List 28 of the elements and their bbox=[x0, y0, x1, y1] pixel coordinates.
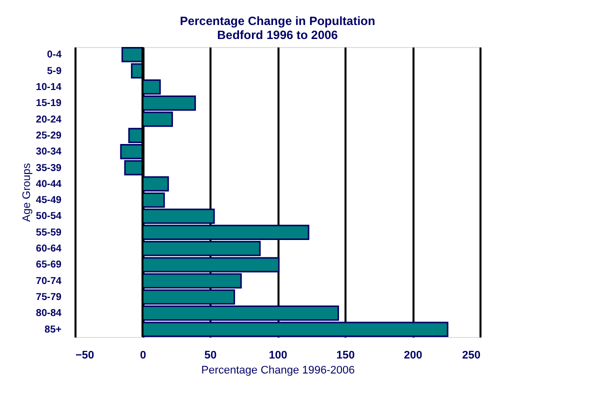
y-tick-label: 65-69 bbox=[36, 260, 62, 271]
y-tick-label: 55-59 bbox=[36, 227, 62, 238]
y-tick-label: 60-64 bbox=[36, 244, 62, 255]
y-tick-label: 75-79 bbox=[36, 292, 62, 304]
x-tick-label: 150 bbox=[336, 350, 355, 362]
y-tick-label: 35-39 bbox=[36, 162, 62, 174]
y-tick-label: 45-49 bbox=[36, 195, 62, 206]
y-tick-label: 85+ bbox=[44, 324, 62, 336]
x-tick-label: 50 bbox=[204, 350, 217, 362]
x-tick-label: −50 bbox=[76, 350, 94, 362]
y-tick-label: 50-54 bbox=[36, 211, 62, 222]
y-tick-label: 0-4 bbox=[47, 50, 62, 61]
chart-title: Percentage Change in Popultation Bedford 1996 to 2006 bbox=[180, 14, 376, 42]
y-tick-label: 10-14 bbox=[36, 82, 62, 93]
y-tick-label: 15-19 bbox=[36, 98, 62, 110]
x-tick-label: 100 bbox=[268, 350, 288, 362]
y-tick-label: 5-9 bbox=[47, 66, 62, 77]
y-tick-label: 30-34 bbox=[36, 146, 62, 158]
x-axis-title: Percentage Change 1996-2006 bbox=[201, 364, 355, 376]
y-tick-label: 80-84 bbox=[36, 308, 62, 320]
x-tick-label: 200 bbox=[404, 350, 422, 362]
x-tick-label: 0 bbox=[140, 350, 146, 362]
y-tick-label: 25-29 bbox=[36, 130, 62, 142]
y-tick-label: 20-24 bbox=[36, 114, 62, 126]
y-axis-title: Age Groups bbox=[20, 162, 33, 222]
y-tick-label: 70-74 bbox=[36, 276, 62, 287]
x-tick-label: 250 bbox=[462, 350, 480, 362]
y-tick-label: 40-44 bbox=[36, 178, 62, 190]
